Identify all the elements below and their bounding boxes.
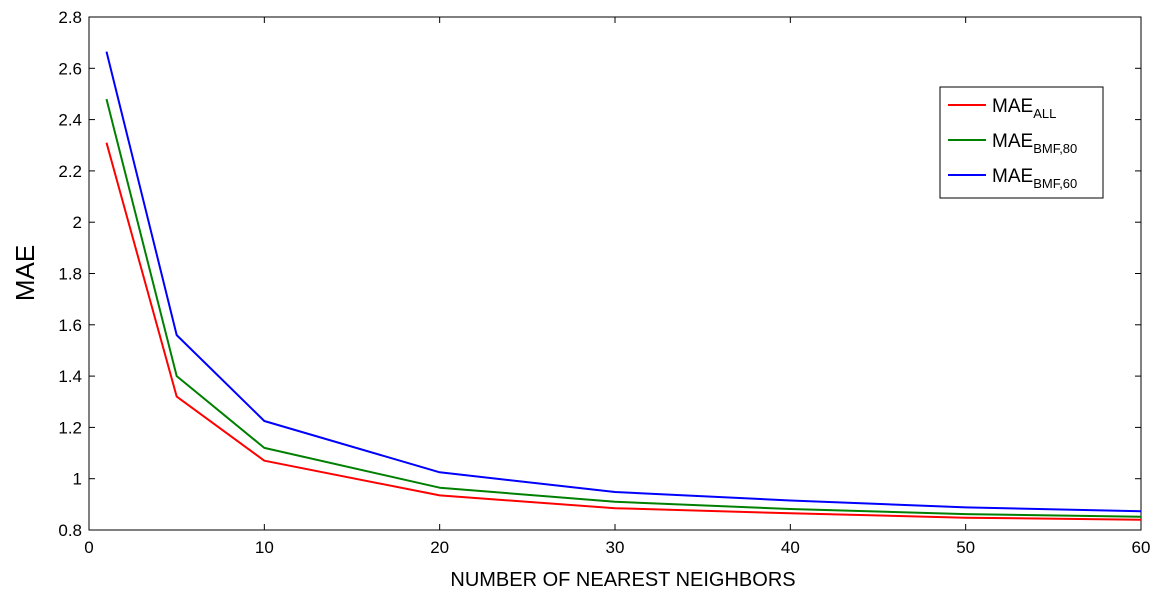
y-tick-label: 1 (73, 470, 82, 489)
x-tick-label: 50 (956, 538, 975, 557)
x-axis: 0 10 20 30 40 50 60 (84, 17, 1150, 557)
y-tick-label: 2.4 (58, 111, 82, 130)
y-tick-label: 1.4 (58, 367, 82, 386)
y-tick-label: 0.8 (58, 521, 82, 540)
y-tick-label: 2.2 (58, 162, 82, 181)
legend-entry-subscript: BMF,80 (1033, 141, 1077, 156)
legend-entry: MAEALL (992, 96, 1056, 121)
series-line-3 (105, 51, 1142, 513)
legend-entry-name: MAE (992, 166, 1033, 187)
y-tick-label: 1.2 (58, 418, 82, 437)
y-axis: 0.8 1 1.2 1.4 1.6 1.8 2 2.2 2.4 2.6 2.8 (58, 8, 1141, 540)
x-tick-label: 20 (430, 538, 449, 557)
series-line-1 (105, 142, 1142, 521)
y-tick-label: 1.6 (58, 316, 82, 335)
x-tick-label: 60 (1132, 538, 1151, 557)
y-tick-label: 1.8 (58, 265, 82, 284)
legend-entry-subscript: ALL (1033, 106, 1056, 121)
y-axis-label: MAE (10, 245, 40, 301)
y-tick-label: 2.8 (58, 8, 82, 27)
y-tick-label: 2 (73, 213, 82, 232)
legend-entry-name: MAE (992, 96, 1033, 117)
y-tick-label: 2.6 (58, 59, 82, 78)
series-line-2 (105, 98, 1142, 518)
x-axis-label: NUMBER OF NEAREST NEIGHBORS (450, 569, 795, 591)
x-tick-label: 30 (606, 538, 625, 557)
legend-entry: MAEBMF,80 (992, 131, 1077, 156)
x-tick-label: 40 (781, 538, 800, 557)
x-tick-label: 0 (84, 538, 93, 557)
x-tick-label: 10 (255, 538, 274, 557)
legend-entry-name: MAE (992, 131, 1033, 152)
legend-entry: MAEBMF,60 (992, 166, 1077, 191)
series-layer (105, 51, 1142, 521)
legend-entry-subscript: BMF,60 (1033, 176, 1077, 191)
